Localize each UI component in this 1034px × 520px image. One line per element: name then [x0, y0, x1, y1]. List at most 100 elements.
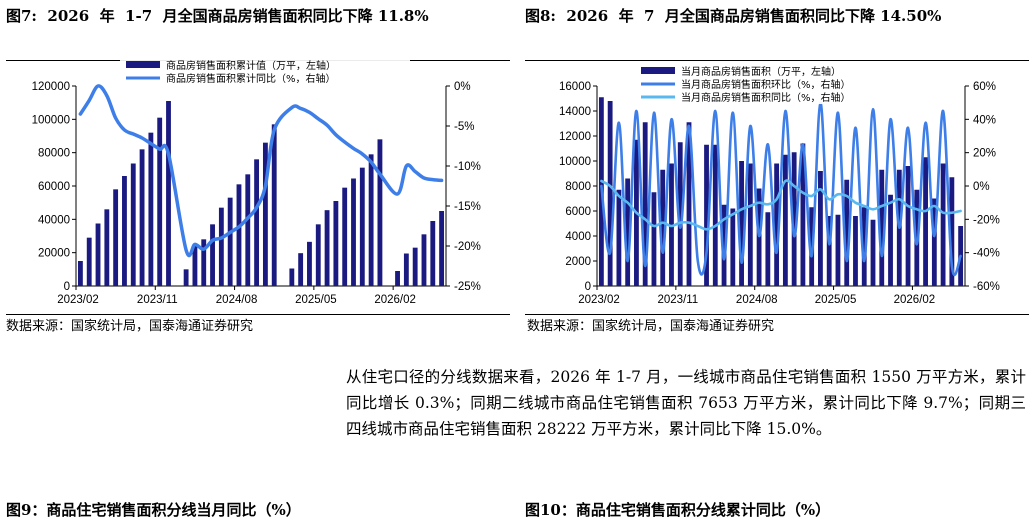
- bar: [183, 269, 189, 286]
- right-axis-tick-label: 0%: [973, 181, 990, 193]
- bar: [439, 211, 445, 286]
- bar: [342, 187, 348, 286]
- legend-swatch-bar: [126, 61, 160, 68]
- legend-label: 当月商品房销售面积（万平，左轴）: [681, 65, 841, 78]
- bar: [607, 101, 613, 286]
- figure7-source: 数据来源：国家统计局，国泰海通证券研究: [6, 319, 254, 334]
- bar: [888, 194, 893, 286]
- left-axis-tick-label: 0: [64, 281, 70, 293]
- bar: [122, 176, 127, 286]
- left-axis-tick-label: 60000: [38, 181, 70, 193]
- bar: [949, 177, 955, 286]
- bar: [192, 246, 198, 286]
- bar: [739, 161, 744, 286]
- bar: [403, 253, 409, 286]
- legend-background: [635, 62, 927, 104]
- bar: [210, 224, 215, 286]
- right-axis-tick-label: -40%: [973, 248, 1000, 260]
- left-axis-tick-label: 40000: [38, 214, 70, 226]
- x-axis-tick-label: 2026/02: [374, 294, 416, 306]
- bar: [307, 241, 312, 286]
- x-axis-tick-label: 2025/05: [295, 294, 337, 306]
- bar: [853, 216, 858, 286]
- bar: [245, 174, 251, 286]
- bar: [879, 169, 885, 286]
- bar: [686, 122, 692, 286]
- bar: [430, 221, 436, 286]
- bar: [931, 198, 937, 286]
- right-axis-tick-label: -20%: [454, 241, 481, 253]
- x-axis-tick-label: 2023/02: [578, 294, 620, 306]
- figure7-title: 图7: 2026 年 1-7 月全国商品房销售面积同比下降 11.8%: [6, 7, 429, 25]
- bar: [95, 223, 101, 286]
- bar: [412, 247, 418, 286]
- right-axis-tick-label: -10%: [454, 161, 481, 173]
- bar: [861, 207, 867, 286]
- figure8-title: 图8: 2026 年 7 月全国商品房销售面积同比下降 14.50%: [525, 7, 942, 25]
- bar: [298, 253, 304, 286]
- left-axis-tick-label: 120000: [32, 81, 70, 93]
- left-axis-tick-label: 20000: [38, 248, 70, 260]
- x-axis-tick-label: 2023/11: [657, 294, 698, 306]
- left-axis-tick-label: 4000: [565, 231, 591, 243]
- bar: [818, 171, 823, 286]
- bar: [660, 169, 666, 286]
- bar: [166, 101, 171, 286]
- left-axis-tick-label: 8000: [565, 181, 591, 193]
- right-axis-tick-label: -20%: [973, 214, 1000, 226]
- bar: [377, 139, 383, 286]
- figure7-bottom-rule: [6, 314, 510, 315]
- bar: [236, 184, 242, 286]
- bar: [730, 208, 736, 286]
- bar: [791, 152, 797, 286]
- figure8-bottom-rule: [525, 314, 1029, 315]
- bar: [201, 239, 207, 286]
- bar: [826, 216, 832, 286]
- bar: [421, 234, 427, 286]
- x-axis-tick-label: 2024/08: [216, 294, 258, 306]
- bar: [642, 122, 648, 286]
- left-axis-tick-label: 14000: [559, 106, 591, 118]
- left-axis-tick-label: 10000: [559, 156, 591, 168]
- bar: [616, 189, 622, 286]
- right-axis-tick-label: 0%: [454, 81, 471, 93]
- bar: [844, 179, 850, 286]
- bar: [923, 157, 928, 286]
- right-axis-tick-label: 20%: [973, 148, 996, 160]
- series-line-1: [78, 84, 444, 258]
- bar: [139, 149, 145, 286]
- right-axis-tick-label: -60%: [973, 281, 1000, 293]
- left-axis-tick-label: 0: [585, 281, 591, 293]
- bar: [721, 204, 727, 286]
- bar: [86, 237, 92, 286]
- bar: [800, 143, 806, 286]
- legend: 当月商品房销售面积（万平，左轴）当月商品房销售面积环比（%，右轴）当月商品房销售…: [635, 62, 927, 104]
- bar: [782, 154, 788, 286]
- x-axis-tick-label: 2023/11: [137, 294, 178, 306]
- legend-label: 商品房销售面积累计值（万平，左轴）: [166, 59, 336, 72]
- bar: [625, 178, 631, 286]
- bar: [704, 144, 709, 286]
- bar: [333, 201, 339, 286]
- bar: [271, 124, 277, 286]
- right-axis-tick-label: 60%: [973, 81, 996, 93]
- bar: [157, 117, 163, 286]
- bar: [835, 214, 841, 286]
- bar: [315, 224, 321, 286]
- x-axis-tick-label: 2024/08: [736, 294, 778, 306]
- bar: [940, 163, 946, 286]
- left-axis-tick-label: 2000: [565, 256, 591, 268]
- figure8-source: 数据来源：国家统计局，国泰海通证券研究: [527, 319, 775, 334]
- bar: [905, 166, 911, 286]
- bar: [254, 159, 260, 286]
- bar: [677, 142, 683, 286]
- right-axis-tick-label: 40%: [973, 114, 996, 126]
- bar: [359, 167, 365, 286]
- right-axis-tick-label: -15%: [454, 201, 481, 213]
- left-axis-tick-label: 100000: [32, 114, 70, 126]
- bar: [77, 261, 83, 286]
- right-axis-tick-label: -5%: [454, 121, 474, 133]
- x-axis-tick-label: 2023/02: [57, 294, 99, 306]
- bar: [113, 189, 119, 286]
- legend: 商品房销售面积累计值（万平，左轴）商品房销售面积累计同比（%，右轴）: [120, 56, 410, 85]
